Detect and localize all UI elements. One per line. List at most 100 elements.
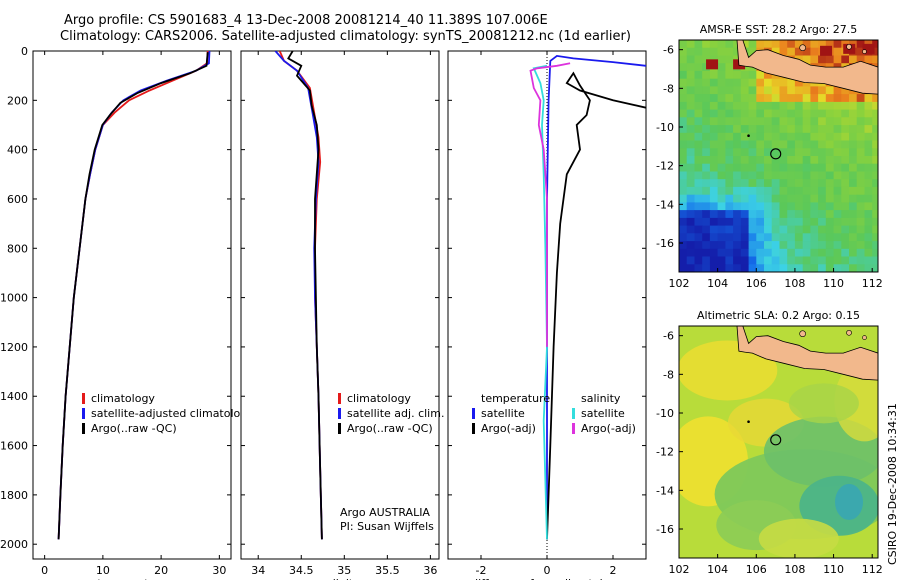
sst-cell [686, 132, 695, 142]
sst-cell [694, 86, 703, 95]
sst-cell [825, 217, 835, 227]
sst-cell [748, 210, 757, 219]
sst-cell [740, 210, 750, 219]
sst-cell [841, 264, 850, 272]
sst-cell [787, 40, 796, 49]
sst-cell [771, 140, 780, 149]
y-tick-label: -12 [656, 446, 674, 459]
sst-cell [833, 55, 842, 64]
sst-cell [787, 78, 796, 87]
sst-cell [833, 40, 842, 49]
sst-cell [794, 233, 804, 242]
sst-cell [717, 78, 726, 87]
sst-cell [841, 109, 850, 118]
sst-cell [748, 132, 757, 142]
legend-swatch-black [82, 423, 85, 434]
legend-entry: climatology [91, 392, 155, 405]
sst-cell [864, 264, 873, 272]
sst-cell [702, 78, 711, 87]
sst-cell [794, 210, 804, 219]
sst-cell [717, 55, 726, 64]
sst-cell [764, 241, 773, 250]
sst-cell [794, 101, 804, 111]
sst-cell [748, 256, 757, 265]
sst-cell [748, 248, 757, 258]
sst-cell [825, 101, 835, 111]
sst-cell [717, 125, 726, 134]
sst-cell [849, 101, 858, 111]
sst-cell [779, 94, 788, 103]
sst-cell [694, 248, 703, 258]
y-tick-label: -14 [656, 198, 674, 211]
sst-cell [864, 140, 873, 149]
sst-cell [686, 40, 695, 49]
sst-cell [702, 156, 711, 165]
sst-cell [733, 248, 742, 258]
sst-cell [740, 171, 750, 180]
sst-cell [779, 217, 788, 227]
sst-cell [709, 40, 719, 49]
sst-cell [841, 125, 850, 134]
sst-cell [764, 202, 773, 211]
sst-cell [849, 117, 858, 126]
sst-cell [833, 125, 842, 134]
sst-cell [864, 101, 873, 111]
x-tick-label: -2 [476, 564, 487, 577]
sst-cell [717, 233, 726, 242]
sst-cell [717, 86, 726, 95]
sst-cell [787, 47, 796, 56]
sst-cell [802, 202, 811, 211]
sst-cell [764, 256, 773, 265]
sst-cell [756, 40, 765, 49]
sst-cell [810, 163, 819, 172]
sst-cell [694, 186, 703, 196]
sst-cell [856, 55, 865, 64]
sst-cell [771, 163, 780, 172]
sst-cell [849, 140, 858, 149]
sst-cell [779, 194, 788, 203]
sst-cell [709, 256, 719, 265]
sst-cell [694, 132, 703, 142]
sst-cell [779, 86, 788, 95]
sst-cell [740, 156, 750, 165]
sst-cell [872, 248, 878, 258]
sst-cell [694, 40, 703, 49]
sst-cell [818, 225, 827, 234]
sst-cell [694, 179, 703, 188]
x-tick-label: 106 [746, 563, 767, 576]
sst-cell [856, 179, 865, 188]
sst-cell [864, 217, 873, 227]
sst-cell [841, 171, 850, 180]
sst-cell [825, 264, 835, 272]
sst-cell [740, 233, 750, 242]
legend-entry: Argo(..raw -QC) [91, 422, 177, 435]
sst-cell [818, 163, 827, 172]
sst-cell [872, 140, 878, 149]
sst-hot-cell [862, 43, 875, 54]
sst-cell [864, 248, 873, 258]
sst-cell [825, 241, 835, 250]
sst-cell [709, 179, 719, 188]
sst-cell [810, 47, 819, 56]
sst-cell [764, 125, 773, 134]
sst-cell [748, 70, 757, 80]
sst-cell [702, 148, 711, 157]
sst-cell [686, 140, 695, 149]
series-line-black [546, 71, 646, 540]
sst-cell [717, 256, 726, 265]
sst-cell [709, 86, 719, 95]
sst-cell [794, 264, 804, 272]
sst-cell [825, 86, 835, 95]
sst-cell [802, 117, 811, 126]
sst-cell [802, 163, 811, 172]
sst-cell [872, 264, 878, 272]
sst-cell [841, 86, 850, 95]
sst-cell [810, 225, 819, 234]
sst-cell [733, 86, 742, 95]
sst-cell [810, 264, 819, 272]
sst-cell [771, 148, 780, 157]
profile-panel-3: -2 0 2difference from climatology temperatu… [447, 50, 647, 580]
sst-cell [802, 101, 811, 111]
sst-cell [756, 148, 765, 157]
sst-cell [694, 148, 703, 157]
